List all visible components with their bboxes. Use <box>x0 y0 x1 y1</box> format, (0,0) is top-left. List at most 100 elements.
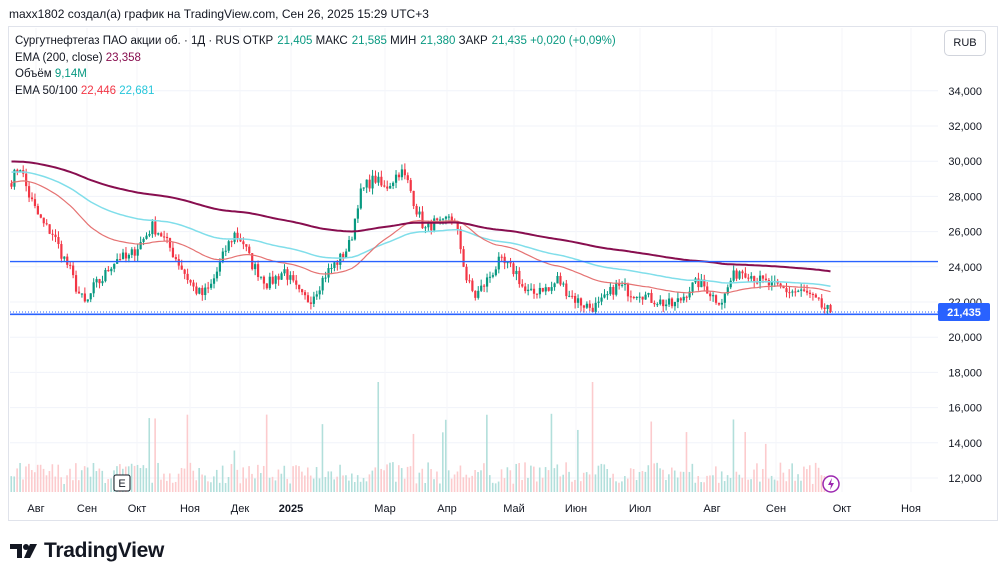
candle-body <box>450 216 453 222</box>
volume-bar <box>309 475 312 492</box>
candle-body <box>183 269 186 274</box>
candle-body <box>133 249 136 256</box>
candle-body <box>259 276 263 278</box>
candle-body <box>750 276 753 279</box>
volume-bar <box>268 477 271 492</box>
volume-bar <box>189 462 192 492</box>
candle-body <box>744 273 747 278</box>
volume-bar <box>729 477 732 492</box>
y-tick-label: 26,000 <box>948 227 982 239</box>
volume-bar <box>712 475 714 492</box>
change-value: +0,020 (+0,09%) <box>530 35 616 47</box>
volume-bar <box>251 473 253 492</box>
candle-body <box>330 268 333 270</box>
candle-body <box>192 282 195 287</box>
volume-bar <box>615 481 617 492</box>
candle-body <box>808 292 812 295</box>
candle-body <box>427 222 430 228</box>
volume-bar <box>773 479 776 492</box>
volume-bar <box>397 465 400 492</box>
chart-frame[interactable] <box>8 26 998 521</box>
legend-ema200-row[interactable]: EMA (200, close) 23,358 <box>15 50 616 67</box>
volume-bar <box>89 476 92 492</box>
volume-bar <box>289 483 291 492</box>
candle-body <box>770 281 773 286</box>
volume-bar <box>618 482 620 492</box>
candle-body <box>171 247 175 258</box>
candle-body <box>612 286 615 295</box>
volume-bar <box>351 473 353 492</box>
candle-body <box>389 185 392 189</box>
candle-body <box>697 278 700 288</box>
volume-bar <box>753 469 755 492</box>
candle-body <box>204 287 207 296</box>
candle-body <box>521 284 524 287</box>
legend-volume-row[interactable]: Объём 9,14M <box>15 66 616 83</box>
candle-body <box>262 276 266 284</box>
candle-body <box>735 270 738 279</box>
candle-body <box>377 176 380 183</box>
volume-bar <box>242 467 244 492</box>
x-tick-label: Окт <box>833 503 852 515</box>
volume-bar <box>541 477 544 492</box>
candle-body <box>315 294 318 297</box>
candle-body <box>421 211 424 229</box>
volume-bar <box>456 471 459 492</box>
volume-bar <box>594 474 597 492</box>
volume-bar <box>750 479 752 492</box>
volume-bar <box>612 473 614 492</box>
candle-body <box>92 282 95 294</box>
volume-bar <box>791 463 793 492</box>
volume-bar <box>177 473 180 492</box>
volume-bar <box>110 478 112 492</box>
candle-body <box>606 294 609 296</box>
candle-body <box>662 299 665 307</box>
candle-body <box>653 302 656 305</box>
candle-body <box>500 256 503 258</box>
candle-body <box>274 276 277 284</box>
x-tick-label: Авг <box>703 503 720 515</box>
candle-body <box>541 287 544 292</box>
volume-bar <box>521 480 523 492</box>
candle-body <box>424 227 427 229</box>
candle-body <box>107 269 110 272</box>
legend-symbol[interactable]: Сургутнефтегаз ПАО акции об. · 1Д · RUS <box>15 35 240 47</box>
candle-body <box>506 262 509 264</box>
volume-bar <box>60 477 62 492</box>
volume-bar <box>656 462 658 492</box>
candle-body <box>165 236 169 239</box>
volume-bar <box>671 467 673 492</box>
volume-bar <box>486 414 488 492</box>
volume-bar <box>168 473 171 492</box>
volume-bar <box>735 471 738 492</box>
volume-bar <box>260 473 262 492</box>
volume-bar <box>386 464 388 492</box>
candle-body <box>163 236 166 238</box>
candle-body <box>295 280 298 285</box>
candle-body <box>441 218 445 220</box>
volume-bar <box>659 468 661 492</box>
y-tick-label: 34,000 <box>948 86 982 98</box>
volume-bar <box>163 473 165 492</box>
volume-bar <box>204 475 206 492</box>
y-tick-label: 30,000 <box>948 156 982 168</box>
candle-body <box>415 206 418 215</box>
volume-bar <box>83 466 86 492</box>
candle-body <box>535 293 539 295</box>
currency-button[interactable]: RUB <box>944 30 986 56</box>
volume-bar <box>180 467 183 492</box>
y-tick-label: 14,000 <box>948 438 982 450</box>
volume-bar <box>785 481 788 492</box>
volume-bar <box>19 462 21 492</box>
volume-bar <box>814 462 817 492</box>
candle-body <box>823 307 826 309</box>
volume-bar <box>104 483 107 492</box>
volume-bar <box>95 471 98 492</box>
volume-bar <box>756 463 758 492</box>
candle-body <box>289 275 292 280</box>
bolt-icon <box>828 478 834 490</box>
legend-ema-pair-row[interactable]: EMA 50/100 22,446 22,681 <box>15 83 616 100</box>
volume-bar <box>706 475 708 492</box>
candle-body <box>462 249 465 267</box>
